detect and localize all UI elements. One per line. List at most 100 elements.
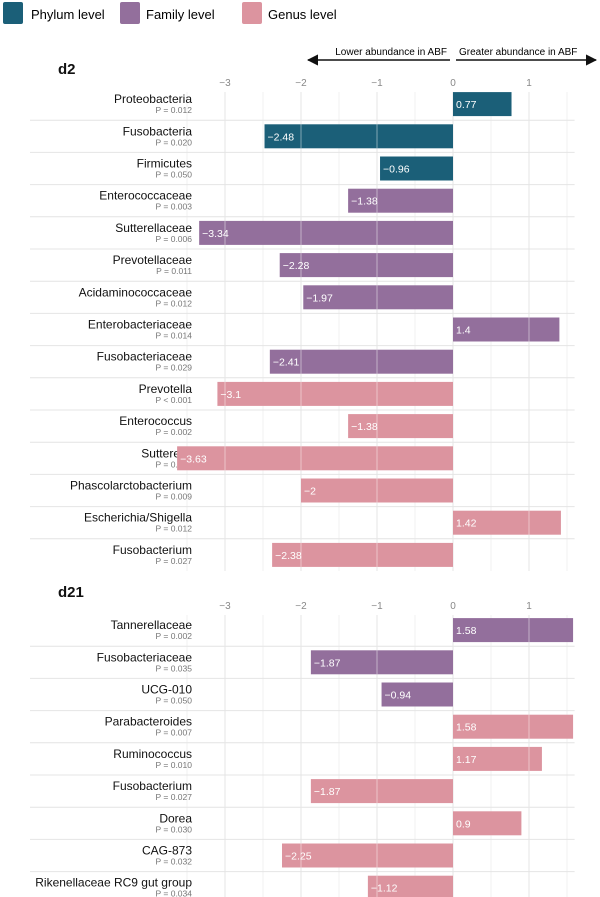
category-label: Fusobacteria xyxy=(123,124,193,138)
legend-label-genus: Genus level xyxy=(268,7,337,22)
x-tick-label: −1 xyxy=(371,78,383,89)
bar xyxy=(453,618,574,643)
bar-value-label: −2.38 xyxy=(275,550,302,562)
p-value-label: P = 0.035 xyxy=(156,663,193,673)
p-value-label: P = 0.032 xyxy=(156,857,193,867)
bar-value-label: −3.34 xyxy=(202,228,229,240)
category-label: Prevotellaceae xyxy=(113,253,193,267)
p-value-label: P = 0.034 xyxy=(156,889,193,897)
x-tick-label: −2 xyxy=(295,601,307,612)
bar-value-label: −3.63 xyxy=(180,453,207,465)
bar xyxy=(217,381,453,406)
bar xyxy=(453,714,574,739)
category-label: Parabacteroides xyxy=(105,715,192,729)
bar xyxy=(264,124,453,149)
legend-swatch-family xyxy=(120,2,140,24)
p-value-label: P = 0.011 xyxy=(156,266,192,276)
p-value-label: P = 0.003 xyxy=(156,459,193,469)
category-label: Enterococcus xyxy=(119,414,192,428)
bar-value-label: −1.38 xyxy=(351,421,378,433)
category-label: Escherichia/Shigella xyxy=(84,511,192,525)
category-label: Fusobacteriaceae xyxy=(97,650,193,664)
bar xyxy=(367,875,453,897)
p-value-label: P = 0.050 xyxy=(156,696,193,706)
p-value-label: P = 0.003 xyxy=(156,202,193,212)
bar xyxy=(177,446,453,471)
bar xyxy=(301,478,453,503)
category-label: UCG-010 xyxy=(141,683,192,697)
p-value-label: P = 0.030 xyxy=(156,824,193,834)
bar-value-label: 1.17 xyxy=(456,754,477,766)
bar xyxy=(453,811,522,836)
bar-value-label: −1.38 xyxy=(351,196,378,208)
category-label: Enterobacteriaceae xyxy=(88,318,192,332)
greater-abundance-label: Greater abundance in ABF xyxy=(459,47,577,58)
legend-swatch-genus xyxy=(242,2,262,24)
bar xyxy=(380,156,453,181)
bar-value-label: −2.48 xyxy=(268,131,295,143)
p-value-label: P = 0.027 xyxy=(156,792,193,802)
p-value-label: P = 0.006 xyxy=(156,234,193,244)
bar-value-label: −1.87 xyxy=(314,786,341,798)
bar xyxy=(348,188,453,213)
category-label: Fusobacteriaceae xyxy=(97,350,193,364)
category-label: Fusobacterium xyxy=(113,543,192,557)
bar-value-label: 1.58 xyxy=(456,722,477,734)
category-label: Fusobacterium xyxy=(113,779,192,793)
bar xyxy=(279,253,453,278)
p-value-label: P = 0.002 xyxy=(156,427,193,437)
x-tick-label: −3 xyxy=(219,78,231,89)
category-label: Ruminococcus xyxy=(113,747,192,761)
legend-label-phylum: Phylum level xyxy=(31,7,105,22)
bar xyxy=(282,843,453,868)
panel-title: d21 xyxy=(58,584,84,601)
lower-abundance-label: Lower abundance in ABF xyxy=(335,47,447,58)
x-tick-label: −2 xyxy=(295,78,307,89)
x-tick-label: 1 xyxy=(526,601,532,612)
bar-value-label: −0.96 xyxy=(383,164,410,176)
category-label: Firmicutes xyxy=(137,157,192,171)
legend-label-family: Family level xyxy=(146,7,215,22)
bar xyxy=(303,285,453,310)
bar xyxy=(348,414,453,439)
x-tick-label: −3 xyxy=(219,601,231,612)
x-tick-label: 0 xyxy=(450,78,456,89)
bar xyxy=(453,746,542,771)
p-value-label: P = 0.014 xyxy=(156,331,193,341)
category-label: Proteobacteria xyxy=(114,92,192,106)
category-label: Tannerellaceae xyxy=(111,618,193,632)
x-tick-label: −1 xyxy=(371,601,383,612)
x-tick-label: 0 xyxy=(450,601,456,612)
category-label: Phascolarctobacterium xyxy=(70,479,192,493)
category-label: Dorea xyxy=(159,811,192,825)
category-label: Prevotella xyxy=(139,382,193,396)
bar-value-label: 1.4 xyxy=(456,325,471,337)
bar xyxy=(453,317,560,342)
bar-value-label: −1.97 xyxy=(306,292,333,304)
bar-value-label: −2.41 xyxy=(273,357,300,369)
category-label: CAG-873 xyxy=(142,844,192,858)
category-label: Rikenellaceae RC9 gut group xyxy=(35,876,192,890)
bar-value-label: −1.12 xyxy=(371,883,398,895)
bar xyxy=(453,92,512,117)
direction-indicator: Lower abundance in ABF Greater abundance… xyxy=(306,47,598,66)
p-value-label: P = 0.020 xyxy=(156,137,193,147)
legend: Phylum level Family level Genus level xyxy=(3,2,337,24)
bar xyxy=(310,650,453,675)
bar-value-label: −2 xyxy=(304,486,316,498)
p-value-label: P = 0.050 xyxy=(156,170,193,180)
p-value-label: P = 0.009 xyxy=(156,492,193,502)
bar-value-label: 1.58 xyxy=(456,625,477,637)
p-value-label: P < 0.001 xyxy=(156,395,193,405)
bar-value-label: 0.77 xyxy=(456,99,477,111)
p-value-label: P = 0.012 xyxy=(156,298,193,308)
category-label: Sutterellaceae xyxy=(115,221,192,235)
category-label: Enterococcaceae xyxy=(99,189,192,203)
bar-value-label: −1.87 xyxy=(314,657,341,669)
legend-swatch-phylum xyxy=(3,2,23,24)
p-value-label: P = 0.029 xyxy=(156,363,193,373)
bar xyxy=(310,779,453,804)
bar-value-label: −2.25 xyxy=(285,851,312,863)
